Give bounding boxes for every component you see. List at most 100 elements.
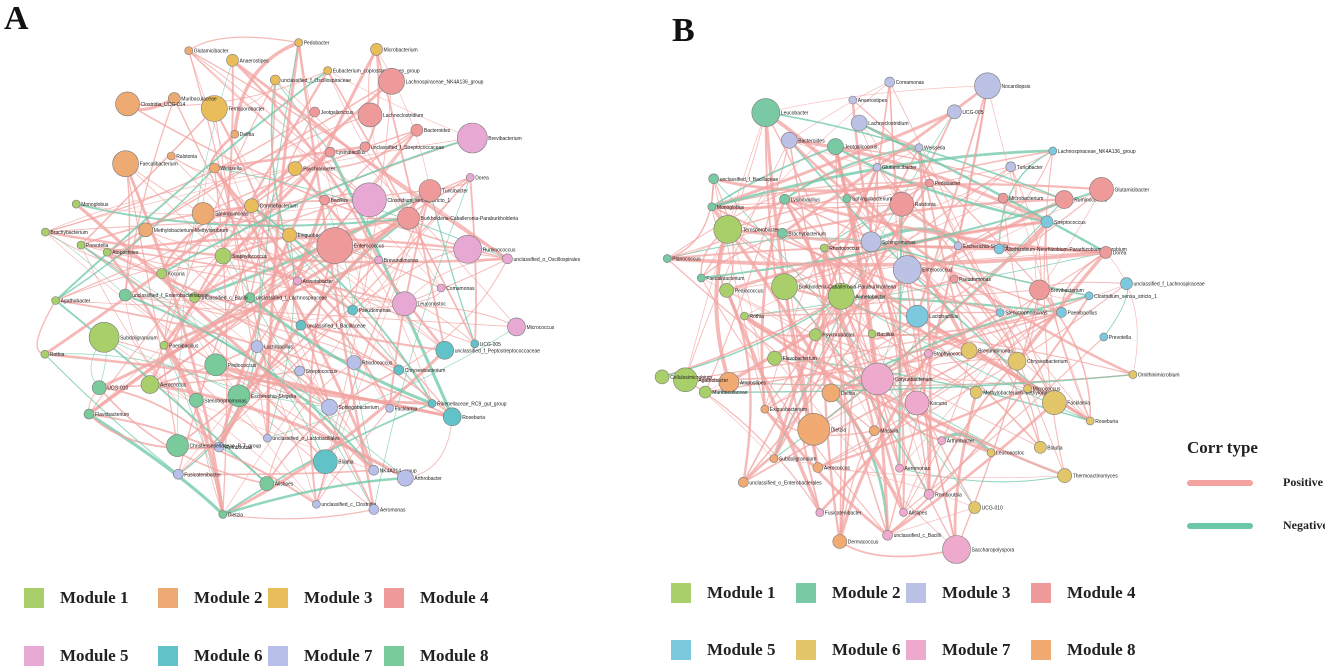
network-a-node: [319, 194, 330, 206]
legend-b-swatch-3: [906, 583, 926, 603]
network-a-node: [456, 122, 488, 154]
network-a-node-label: Corynebacterium: [260, 204, 298, 210]
network-a-positive-edge: [173, 98, 375, 510]
network-a-positive-edge: [80, 244, 405, 305]
network-a-node-label: Clostridia_UCG-014: [141, 102, 186, 108]
network-a-node: [385, 403, 394, 413]
network-b-node-label: Rothia: [749, 314, 764, 320]
network-b-node-label: UCG-010: [982, 506, 1003, 512]
network-a-positive-edge: [327, 70, 473, 139]
network-b-positive-edge: [916, 85, 989, 317]
network-a-negative-edge: [45, 231, 126, 296]
network-a-node-label: Blautia: [338, 460, 354, 466]
network-a-positive-edge: [99, 370, 300, 389]
network-a-positive-edge: [107, 251, 300, 372]
network-a-node-label: unclassified_c_Bacilli: [200, 296, 247, 302]
network-b-node-label: Rhodococcus: [829, 246, 860, 252]
network-a-positive-edge: [125, 294, 251, 302]
network-a-node: [312, 499, 321, 509]
network-a-node-label: Psychrobacter: [303, 167, 335, 173]
network-b-positive-edge: [700, 112, 767, 279]
network-b-positive-edge: [784, 198, 970, 352]
network-a-node-label: Staphylococcus: [232, 254, 268, 260]
legend-a-swatch-8: [384, 646, 404, 666]
legend-a-label-6: Module 6: [194, 646, 263, 665]
network-a-node-label: unclassified_o_Lactobacillales: [272, 436, 340, 442]
network-a-positive-edge: [177, 176, 471, 475]
network-b-node: [892, 255, 922, 284]
network-b-positive-edge: [763, 408, 889, 537]
network-b-node-label: Kocuria: [930, 401, 947, 407]
network-a-node-label: Pseudomonas: [359, 308, 391, 314]
network-b-positive-edge: [774, 357, 992, 454]
network-a-node: [259, 476, 275, 491]
network-b-node: [997, 192, 1009, 204]
legend-b-swatch-7: [906, 640, 926, 660]
network-a-node-label: Ralstonia: [176, 154, 197, 160]
network-a-node: [263, 433, 272, 443]
network-b-node-label: Weissella: [924, 146, 946, 152]
network-b-node: [821, 383, 841, 403]
legend-b-swatch-4: [1031, 583, 1051, 603]
legend-a-label-1: Module 1: [60, 588, 129, 607]
network-a-node: [346, 355, 362, 370]
network-b-node: [1034, 440, 1047, 454]
network-b-node: [993, 243, 1005, 255]
legend-a-label-5: Module 5: [60, 646, 129, 665]
network-a-node: [418, 179, 442, 202]
network-a-node: [396, 469, 414, 487]
network-b-node-label: Dermacoccus: [848, 540, 879, 546]
legend-b-item-8: Module 8: [1031, 640, 1135, 660]
network-b-node: [1099, 332, 1109, 342]
network-a-positive-edge: [238, 395, 375, 510]
legend-b-item-1: Module 1: [671, 583, 775, 603]
network-a-positive-edge: [188, 36, 299, 52]
network-b-node: [740, 311, 749, 321]
network-b-node: [673, 367, 698, 393]
network-b-positive-edge: [701, 81, 890, 279]
network-a-negative-edge: [44, 353, 179, 475]
network-b-node: [884, 76, 896, 88]
network-b-positive-edge: [789, 140, 1048, 223]
panel-a-letter: A: [4, 0, 29, 37]
network-a-node: [436, 283, 446, 293]
network-a-node: [76, 240, 86, 250]
network-b-node-label: Romboutsia: [935, 492, 962, 498]
network-a-node-label: Kocuria: [168, 272, 185, 278]
network-a-node: [189, 392, 204, 408]
network-b-negative-edge: [701, 188, 1102, 279]
network-b-node: [812, 462, 824, 473]
network-a-positive-edge: [162, 344, 225, 515]
network-b-node-label: Flavobacterium: [783, 356, 817, 362]
network-a-negative-edge: [251, 205, 433, 404]
network-b-positive-edge: [765, 85, 988, 113]
network-a-node-label: Pedobacter: [304, 41, 330, 47]
network-b-node-label: Thermoactinomyces: [1073, 474, 1119, 480]
legend-a-swatch-2: [158, 588, 178, 608]
network-a-node-label: Muribaculaceae: [181, 97, 217, 103]
network-b-node: [760, 404, 770, 414]
network-b-positive-edge: [666, 258, 875, 432]
network-a-positive-edge: [196, 205, 252, 401]
network-b-node: [1099, 246, 1113, 259]
network-a-node: [397, 206, 420, 230]
network-a-node: [359, 141, 371, 153]
network-a-node: [368, 464, 380, 476]
legend-b-label-2: Module 2: [832, 583, 901, 602]
network-b-node-label: Roseburia: [1095, 419, 1118, 425]
network-b-positive-edge: [852, 99, 1062, 313]
network-a-node-label: Escherichia-Shigella: [251, 394, 297, 400]
network-a-node: [213, 441, 225, 453]
network-b-node-label: Agathobacter: [698, 378, 728, 384]
network-a-node: [51, 296, 60, 305]
network-b-node: [895, 463, 904, 473]
network-b-node: [832, 534, 848, 549]
network-a-positive-edge: [88, 151, 331, 415]
network-a-node: [295, 319, 307, 331]
network-a-node: [312, 449, 338, 475]
network-a-node-label: unclassified_f_Lachnospiraceae: [256, 296, 327, 302]
network-a-positive-edge: [45, 168, 296, 233]
network-b-positive-edge: [705, 311, 1062, 393]
network-a-node: [507, 317, 526, 337]
network-a-node-label: UCG-010: [107, 386, 128, 392]
